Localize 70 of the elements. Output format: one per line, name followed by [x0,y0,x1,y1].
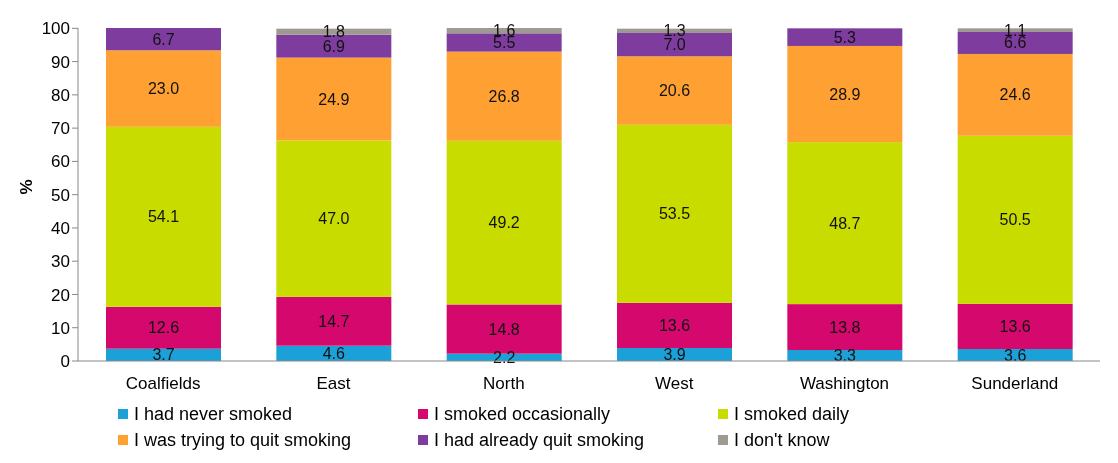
bar [106,126,221,307]
bar [957,53,1073,136]
data-label: 24.6 [999,86,1031,104]
bar [276,140,392,297]
y-tick-label: 40 [51,218,70,238]
data-label: 13.6 [658,316,691,334]
legend-label: I smoked occasionally [434,403,611,426]
data-label: 13.8 [829,318,861,336]
legend-label: I smoked daily [734,403,850,426]
bar [957,303,1073,350]
data-label: 14.8 [488,320,520,338]
bar [617,302,732,349]
bar [446,140,562,305]
bar [276,296,392,346]
legend-label: I had never smoked [134,403,293,426]
data-label: 7.0 [663,36,686,54]
bar [787,45,903,143]
y-tick-label: 100 [41,19,70,39]
data-label: 5.3 [833,28,857,46]
x-tick-label: East [316,374,351,394]
bar [106,50,221,127]
bar [617,56,732,125]
y-axis-title: % [17,179,37,195]
bar [787,142,903,305]
bar [106,306,221,349]
bar [446,51,562,141]
data-label: 49.2 [488,214,520,232]
y-tick-label: 20 [51,285,70,305]
data-label: 23.0 [147,80,180,98]
bar [276,57,392,141]
x-tick-label: Coalfields [125,374,201,394]
data-label: 24.9 [318,90,350,108]
bar [106,28,221,51]
bar [787,304,903,351]
y-tick-label: 30 [51,252,70,272]
y-tick-label: 70 [51,119,70,139]
data-label: 3.6 [1004,346,1027,364]
data-label: 26.8 [488,87,520,105]
legend-label: I was trying to quit smoking [134,429,352,452]
bar [617,124,732,303]
legend-label: I don't know [734,429,830,452]
bar [957,135,1073,304]
y-tick-label: 80 [51,85,70,105]
y-tick-label: 50 [51,185,70,205]
data-label: 4.6 [322,344,346,362]
data-label: 53.5 [658,205,691,223]
legend-label: I had already quit smoking [434,429,645,452]
data-label: 6.9 [322,37,346,55]
data-label: 50.5 [999,211,1031,229]
data-label: 6.7 [152,30,175,48]
data-label: 54.1 [147,208,180,226]
x-tick-label: West [654,374,694,394]
x-tick-label: North [483,374,525,394]
data-label: 3.3 [833,347,857,365]
data-label: 47.0 [318,210,350,228]
data-label: 14.7 [318,312,350,330]
data-label: 12.6 [147,319,180,337]
data-label: 28.9 [829,85,861,103]
x-tick-label: Sunderland [971,374,1059,394]
data-label: 13.6 [999,317,1031,335]
data-label: 48.7 [829,214,861,232]
y-tick-label: 0 [60,352,70,372]
data-label: 3.7 [152,346,175,364]
y-tick-label: 10 [51,318,70,338]
y-tick-label: 90 [51,52,70,72]
data-label: 3.9 [663,346,686,364]
bar [787,28,903,46]
x-tick-label: Washington [799,374,890,394]
data-label: 20.6 [658,82,691,100]
y-tick-label: 60 [51,152,70,172]
